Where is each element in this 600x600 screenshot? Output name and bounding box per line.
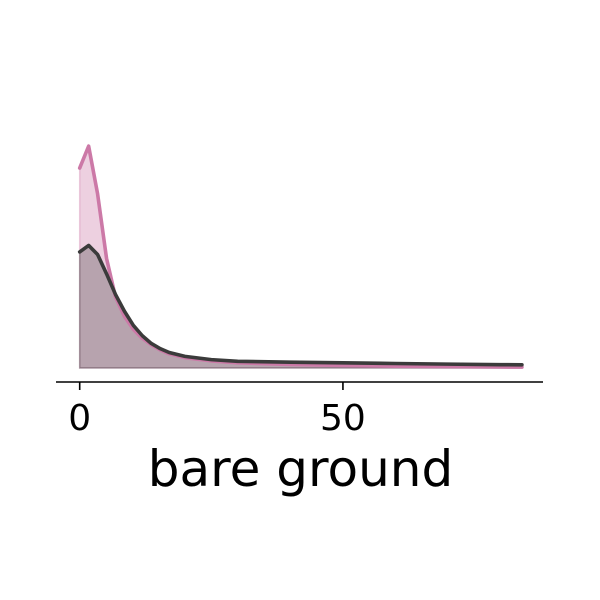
series-1-area bbox=[78, 143, 523, 369]
series-lines bbox=[77, 144, 524, 369]
x-axis-label: bare ground bbox=[148, 440, 453, 498]
x-tick-label: 0 bbox=[68, 398, 91, 439]
series-2-line bbox=[77, 243, 524, 367]
x-axis-ticks: 0 50 bbox=[68, 382, 366, 439]
series-2-area bbox=[78, 244, 523, 369]
series-1-line bbox=[77, 144, 524, 369]
x-tick-label: 50 bbox=[320, 398, 366, 439]
series-areas bbox=[78, 143, 523, 369]
